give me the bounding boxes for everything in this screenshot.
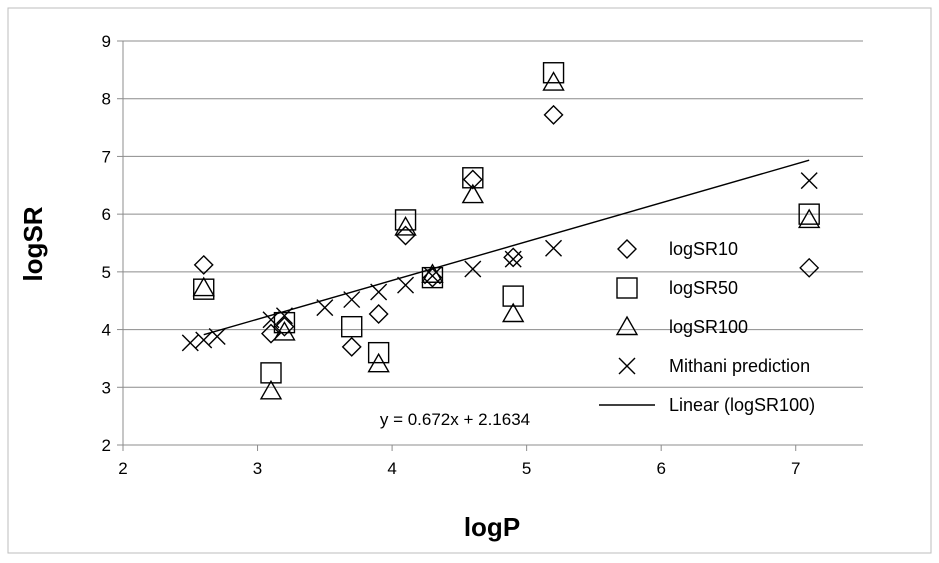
x-tick-label: 7 bbox=[791, 459, 800, 478]
y-tick-label: 7 bbox=[102, 147, 111, 166]
markers bbox=[181, 62, 821, 400]
gridlines bbox=[123, 40, 863, 388]
point-mithani bbox=[504, 250, 522, 268]
point-logSR50 bbox=[367, 341, 390, 364]
legend-label: logSR100 bbox=[669, 317, 748, 337]
point-logSR50 bbox=[542, 62, 565, 84]
x-marker-stroke bbox=[208, 328, 226, 345]
y-tick-label: 8 bbox=[102, 90, 111, 109]
y-axis-title: logSR bbox=[18, 206, 48, 281]
point-mithani bbox=[316, 299, 334, 317]
legend: logSR10 logSR50 logSR100 Mithani prediction… bbox=[599, 239, 815, 415]
legend-label: logSR10 bbox=[669, 239, 738, 259]
x-marker-stroke bbox=[397, 276, 415, 294]
y-tick-label: 9 bbox=[102, 32, 111, 51]
point-mithani bbox=[262, 311, 280, 329]
legend-symbol bbox=[618, 357, 636, 375]
axes: 2 3 4 5 6 7 8 9 2 3 4 5 6 7 bbox=[102, 32, 863, 478]
x-tick-label: 6 bbox=[656, 459, 665, 478]
point-logSR50 bbox=[798, 203, 820, 225]
point-logSR50 bbox=[462, 167, 484, 189]
point-logSR10 bbox=[274, 316, 295, 337]
x-marker-stroke bbox=[195, 331, 213, 349]
point-mithani bbox=[208, 328, 226, 345]
point-logSR50 bbox=[421, 266, 444, 289]
x-axis-title: logP bbox=[464, 512, 520, 542]
point-mithani bbox=[195, 331, 213, 349]
x-marker-stroke bbox=[262, 311, 280, 329]
x-marker-stroke bbox=[275, 307, 293, 325]
x-marker-stroke bbox=[800, 172, 818, 190]
point-logSR100 bbox=[421, 263, 444, 283]
point-mithani bbox=[397, 276, 415, 294]
point-logSR100 bbox=[797, 208, 821, 229]
point-logSR50 bbox=[341, 315, 363, 338]
point-logSR50 bbox=[260, 362, 282, 384]
point-logSR10 bbox=[395, 225, 416, 246]
point-logSR10 bbox=[341, 336, 362, 357]
x-marker-stroke bbox=[370, 283, 388, 301]
point-logSR10 bbox=[193, 254, 214, 275]
point-logSR10 bbox=[462, 169, 483, 190]
point-mithani bbox=[464, 260, 482, 278]
legend-label: Linear (logSR100) bbox=[669, 395, 815, 415]
point-logSR100 bbox=[259, 379, 283, 400]
x-tick-label: 4 bbox=[387, 459, 396, 478]
y-tick-label: 5 bbox=[102, 263, 111, 282]
legend-symbol bbox=[616, 277, 638, 299]
x-tick-label: 5 bbox=[522, 459, 531, 478]
point-logSR100 bbox=[273, 321, 296, 341]
point-logSR10 bbox=[503, 247, 524, 268]
x-marker-stroke bbox=[464, 260, 482, 278]
point-logSR10 bbox=[261, 323, 281, 344]
trendline-equation: y = 0.672x + 2.1634 bbox=[380, 410, 530, 429]
x-marker-stroke bbox=[181, 334, 199, 352]
x-tick-label: 2 bbox=[118, 459, 127, 478]
point-logSR50 bbox=[502, 285, 524, 307]
point-mithani bbox=[275, 307, 293, 325]
point-mithani bbox=[800, 172, 818, 190]
y-tick-label: 6 bbox=[102, 205, 111, 224]
point-logSR100 bbox=[461, 183, 485, 204]
point-logSR100 bbox=[542, 71, 565, 91]
point-logSR10 bbox=[799, 257, 820, 278]
x-marker-stroke bbox=[618, 357, 636, 375]
point-mithani bbox=[343, 291, 361, 309]
y-tick-label: 2 bbox=[102, 436, 111, 455]
x-marker-stroke bbox=[316, 299, 334, 317]
point-mithani bbox=[370, 283, 388, 301]
point-logSR100 bbox=[192, 276, 215, 297]
x-tick-label: 3 bbox=[253, 459, 262, 478]
x-marker-stroke bbox=[545, 239, 563, 257]
legend-label: logSR50 bbox=[669, 278, 738, 298]
y-tick-label: 3 bbox=[102, 378, 111, 397]
point-logSR10 bbox=[368, 303, 389, 324]
point-mithani bbox=[423, 267, 441, 285]
x-marker-stroke bbox=[343, 291, 361, 309]
point-mithani bbox=[181, 334, 199, 352]
point-logSR50 bbox=[394, 209, 417, 231]
legend-label: Mithani prediction bbox=[669, 356, 810, 376]
legend-symbol bbox=[617, 239, 637, 259]
point-logSR100 bbox=[501, 302, 525, 323]
point-logSR100 bbox=[367, 352, 390, 373]
point-logSR10 bbox=[543, 104, 564, 125]
trendline-layer bbox=[203, 159, 810, 336]
x-marker-stroke bbox=[504, 250, 522, 268]
y-tick-label: 4 bbox=[102, 321, 111, 340]
trendline bbox=[203, 159, 810, 336]
point-mithani bbox=[545, 239, 563, 257]
point-logSR100 bbox=[394, 216, 417, 236]
legend-symbol bbox=[615, 315, 639, 336]
x-marker-stroke bbox=[423, 267, 441, 285]
